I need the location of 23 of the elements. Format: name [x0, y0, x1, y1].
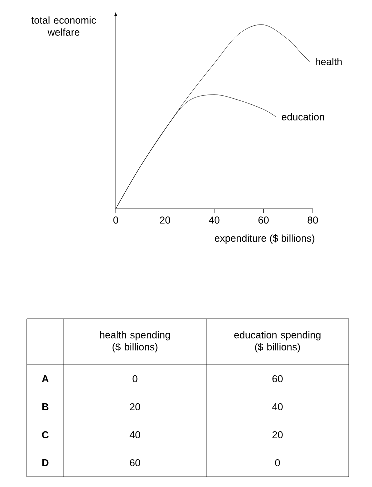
- category-label: D: [42, 460, 49, 466]
- data-label: 60: [272, 375, 283, 383]
- series-label: education: [282, 113, 324, 121]
- data-label: 60: [130, 459, 140, 467]
- text: health spending ($ billions): [100, 331, 170, 353]
- series-label: health: [316, 58, 342, 66]
- y-axis-title: total economic welfare: [32, 16, 96, 36]
- x-tick-label: 20: [160, 216, 170, 224]
- text: education spending ($ billions): [234, 331, 321, 353]
- data-label: 40: [272, 403, 283, 411]
- x-axis-title: expenditure ($ billions): [215, 234, 315, 244]
- data-label: 0: [275, 459, 280, 467]
- category-label: C: [42, 431, 49, 439]
- x-tick-label: 0: [114, 216, 118, 224]
- data-label: 40: [130, 431, 140, 439]
- data-label: 20: [130, 403, 140, 411]
- data-label: 0: [132, 375, 138, 383]
- data-label: 20: [272, 431, 283, 439]
- x-tick-label: 60: [258, 216, 269, 224]
- x-tick-label: 80: [308, 216, 318, 224]
- x-tick-label: 40: [209, 216, 220, 224]
- category-label: B: [42, 404, 49, 410]
- category-label: A: [42, 376, 49, 382]
